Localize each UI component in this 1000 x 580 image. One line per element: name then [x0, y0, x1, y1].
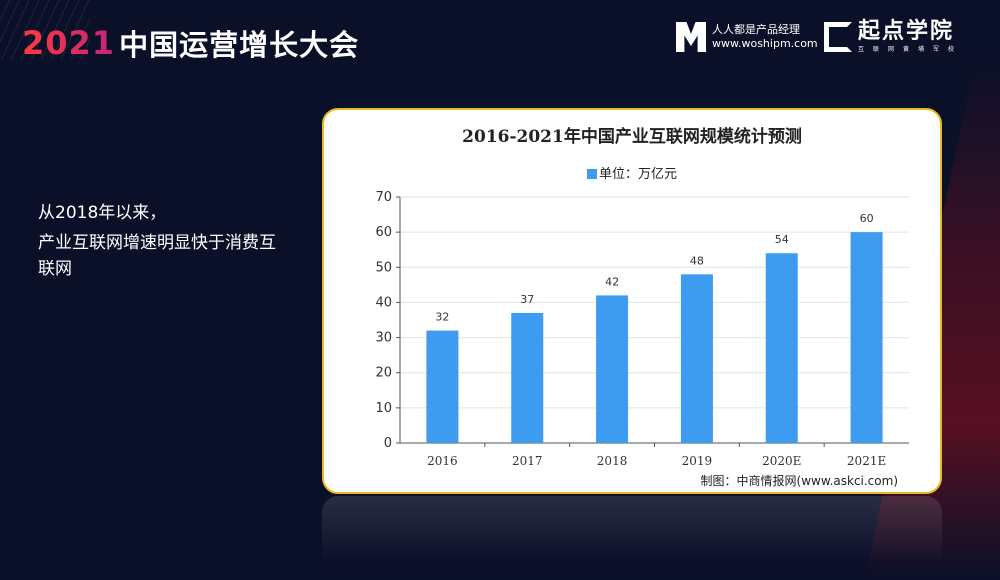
chart-card: 2016-2021年中国产业互联网规模统计预测 单位：万亿元 0 10 20 30 40…	[322, 108, 942, 494]
chart-source: 制图：中商情报网(www.askci.com)	[700, 474, 898, 488]
decor-stripes	[0, 0, 90, 60]
title-text: 中国运营增长大会	[119, 28, 360, 62]
q-logo-icon	[824, 21, 852, 52]
y-tick-label: 60	[375, 225, 392, 240]
side-line-1: 从2018年以来，	[38, 203, 167, 223]
bar	[680, 274, 713, 443]
data-label: 54	[775, 233, 789, 246]
y-tick-label: 50	[375, 260, 392, 275]
chart-title: 2016-2021年中国产业互联网规模统计预测	[462, 127, 802, 147]
y-tick-label: 20	[375, 366, 392, 381]
m-logo-icon	[676, 22, 706, 52]
x-tick-label: 2021E	[847, 454, 886, 468]
card-reflection	[322, 496, 942, 563]
legend-swatch	[586, 169, 597, 179]
y-tick-label: 70	[375, 190, 392, 205]
y-tick-label: 30	[375, 331, 392, 346]
x-tick-label: 2017	[512, 454, 543, 468]
bar-chart: 0 10 20 30 40 50 60 70 32 2016 37 2017 42 2018 48 2019 5…	[375, 190, 909, 468]
data-label: 48	[690, 254, 704, 267]
bar	[511, 312, 544, 443]
data-label: 32	[435, 311, 449, 324]
bar	[596, 295, 629, 443]
logo2-tagline: 互联网黄埔军校	[858, 46, 964, 53]
x-tick-label: 2019	[682, 454, 713, 468]
data-label: 60	[860, 212, 874, 225]
qidian-logo: 起点学院互联网黄埔军校	[824, 20, 963, 53]
y-tick-label: 40	[375, 295, 392, 310]
x-tick-label: 2018	[597, 454, 628, 468]
x-tick-label: 2020E	[762, 454, 801, 468]
bar	[850, 232, 883, 443]
side-line-2: 产业互联网增速明显快于消费互联网	[38, 233, 276, 279]
y-tick-label: 10	[375, 401, 392, 416]
data-label: 37	[520, 293, 534, 306]
woshipm-logo: 人人都是产品经理 www.woshipm.com	[676, 22, 818, 52]
logo1-url: www.woshipm.com	[712, 37, 818, 50]
title-year: 2021	[22, 24, 116, 62]
y-tick-label: 0	[384, 436, 392, 451]
logo1-name: 人人都是产品经理	[712, 23, 800, 36]
side-text: 从2018年以来， 产业互联网增速明显快于消费互联网	[38, 200, 278, 282]
legend-label: 单位：万亿元	[598, 167, 677, 182]
slide-title: 2021 中国运营增长大会	[22, 22, 359, 64]
logo2-name: 起点学院	[858, 19, 955, 44]
x-tick-label: 2016	[427, 454, 458, 468]
bar	[765, 253, 798, 443]
bar	[426, 330, 459, 443]
chart-legend: 单位：万亿元	[324, 163, 940, 182]
data-label: 42	[605, 275, 619, 288]
